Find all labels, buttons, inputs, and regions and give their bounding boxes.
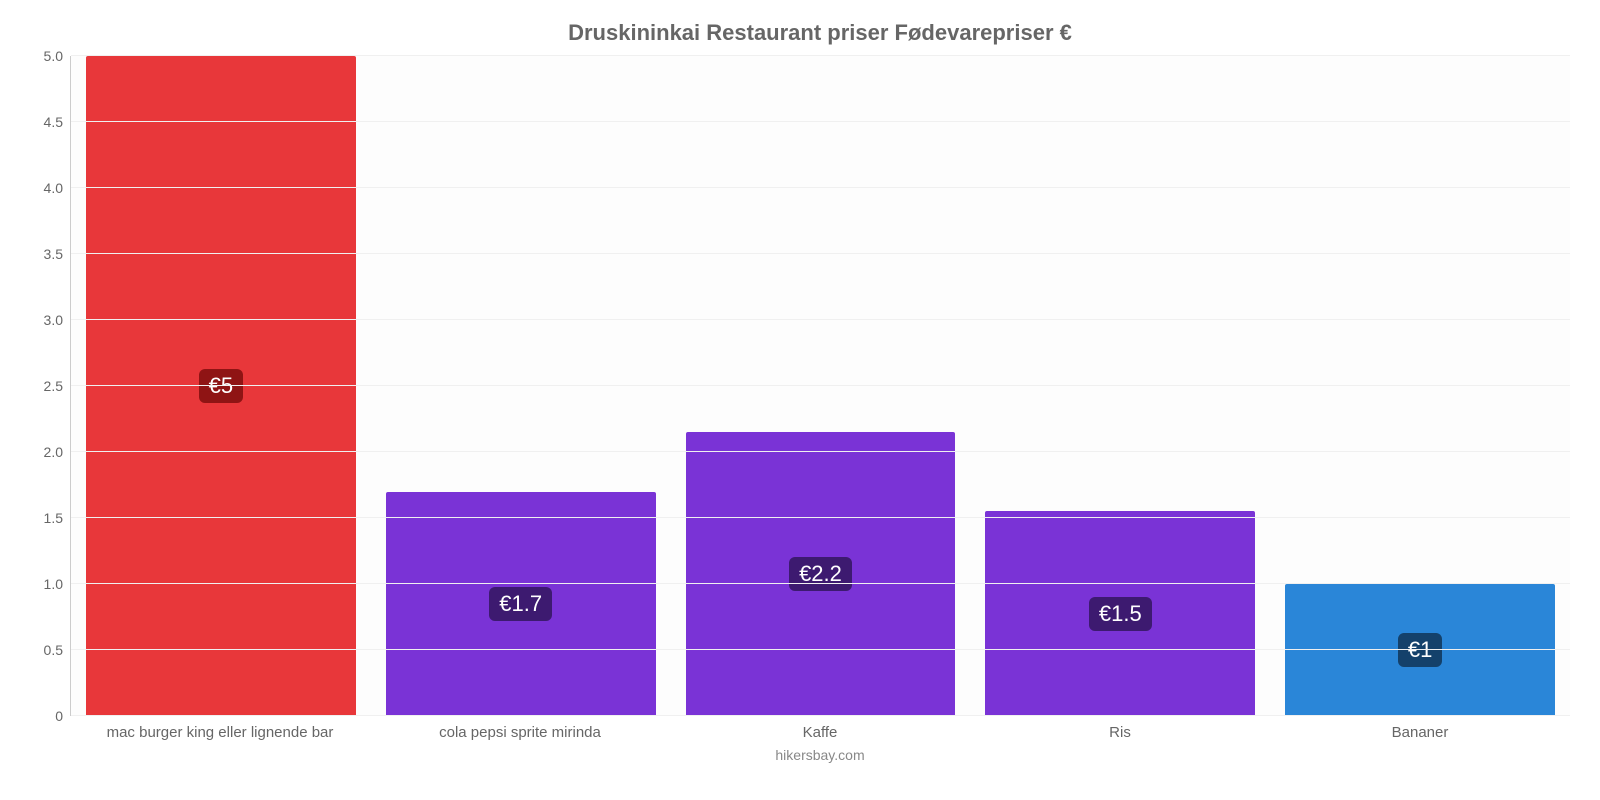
y-tick-label: 0.5: [44, 642, 71, 658]
chart-title: Druskininkai Restaurant priser Fødevarep…: [70, 20, 1570, 46]
bar: €1.5: [985, 511, 1255, 716]
value-badge: €1: [1398, 633, 1442, 667]
y-tick-label: 2.5: [44, 378, 71, 394]
bar: €5: [86, 56, 356, 716]
price-bar-chart: Druskininkai Restaurant priser Fødevarep…: [0, 0, 1600, 800]
bars-container: €5 €1.7 €2.2 €1.5 €1: [71, 56, 1570, 716]
x-tick-label: Kaffe: [670, 724, 970, 741]
value-badge: €2.2: [789, 557, 852, 591]
gridline: [71, 583, 1570, 584]
bar-slot: €1.5: [970, 56, 1270, 716]
gridline: [71, 451, 1570, 452]
bar-slot: €5: [71, 56, 371, 716]
x-tick-label: mac burger king eller lignende bar: [70, 724, 370, 741]
bar-slot: €1: [1270, 56, 1570, 716]
x-tick-label: cola pepsi sprite mirinda: [370, 724, 670, 741]
gridline: [71, 715, 1570, 716]
y-tick-label: 3.0: [44, 312, 71, 328]
bar-slot: €2.2: [671, 56, 971, 716]
plot-inner: €5€1.7€2.2€1.5€1 00.51.01.52.02.53.03.54…: [71, 56, 1570, 716]
bar: €2.2: [686, 432, 956, 716]
chart-credit: hikersbay.com: [70, 747, 1570, 763]
gridline: [71, 121, 1570, 122]
value-badge: €1.7: [489, 587, 552, 621]
y-tick-label: 4.5: [44, 114, 71, 130]
gridline: [71, 319, 1570, 320]
value-badge: €5: [199, 369, 243, 403]
gridline: [71, 253, 1570, 254]
y-tick-label: 3.5: [44, 246, 71, 262]
bar-slot: €1.7: [371, 56, 671, 716]
x-tick-label: Bananer: [1270, 724, 1570, 741]
y-tick-label: 2.0: [44, 444, 71, 460]
x-tick-label: Ris: [970, 724, 1270, 741]
y-tick-label: 5.0: [44, 48, 71, 64]
y-tick-label: 0: [55, 708, 71, 724]
bar: €1.7: [386, 492, 656, 716]
y-tick-label: 1.5: [44, 510, 71, 526]
gridline: [71, 517, 1570, 518]
value-badge: €1.5: [1089, 597, 1152, 631]
bar: €1: [1285, 584, 1555, 716]
plot-area: €5€1.7€2.2€1.5€1 00.51.01.52.02.53.03.54…: [70, 56, 1570, 716]
gridline: [71, 187, 1570, 188]
y-tick-label: 4.0: [44, 180, 71, 196]
x-axis-labels: mac burger king eller lignende barcola p…: [70, 724, 1570, 741]
gridline: [71, 55, 1570, 56]
gridline: [71, 649, 1570, 650]
gridline: [71, 385, 1570, 386]
y-tick-label: 1.0: [44, 576, 71, 592]
